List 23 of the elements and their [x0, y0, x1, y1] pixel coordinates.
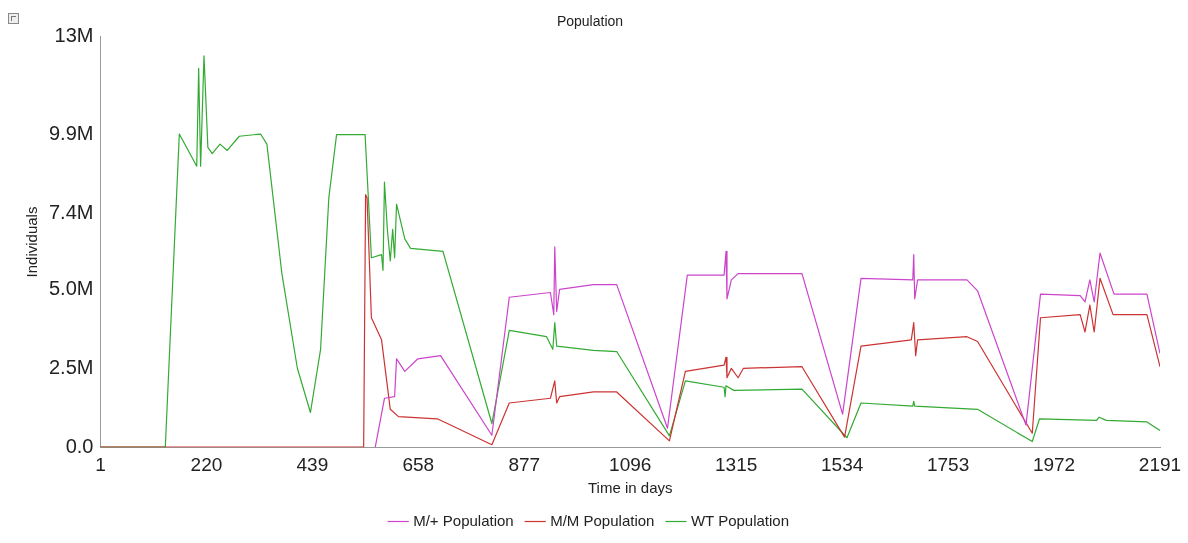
- legend-label: M/M Population: [550, 511, 655, 529]
- y-tick-label: 5.0M: [48, 276, 94, 299]
- x-tick-label: 1: [95, 453, 106, 475]
- x-tick-label: 1534: [821, 453, 864, 475]
- y-tick-label: 2.5M: [48, 355, 94, 378]
- x-tick-label: 877: [508, 453, 541, 475]
- y-tick-label: 9.9M: [48, 122, 94, 145]
- x-tick-label: 1753: [926, 453, 970, 475]
- x-tick-label: 220: [190, 453, 223, 475]
- x-tick-label: 2191: [1138, 453, 1182, 475]
- x-tick-label: 1096: [609, 453, 652, 475]
- x-tick-label: 658: [402, 453, 435, 475]
- chart-title: Population: [556, 13, 624, 30]
- legend-label: WT Population: [690, 511, 790, 529]
- y-tick-label: 13M: [54, 24, 94, 47]
- x-tick-label: 1972: [1032, 453, 1076, 475]
- y-tick-label: 7.4M: [48, 201, 94, 224]
- x-tick-label: 439: [296, 453, 329, 475]
- y-tick-label: 0.0: [65, 434, 94, 457]
- legend-label: M/+ Population: [413, 511, 514, 529]
- y-axis-title: Individuals: [23, 206, 41, 278]
- x-tick-label: 1315: [715, 453, 758, 475]
- x-axis-title: Time in days: [587, 479, 673, 497]
